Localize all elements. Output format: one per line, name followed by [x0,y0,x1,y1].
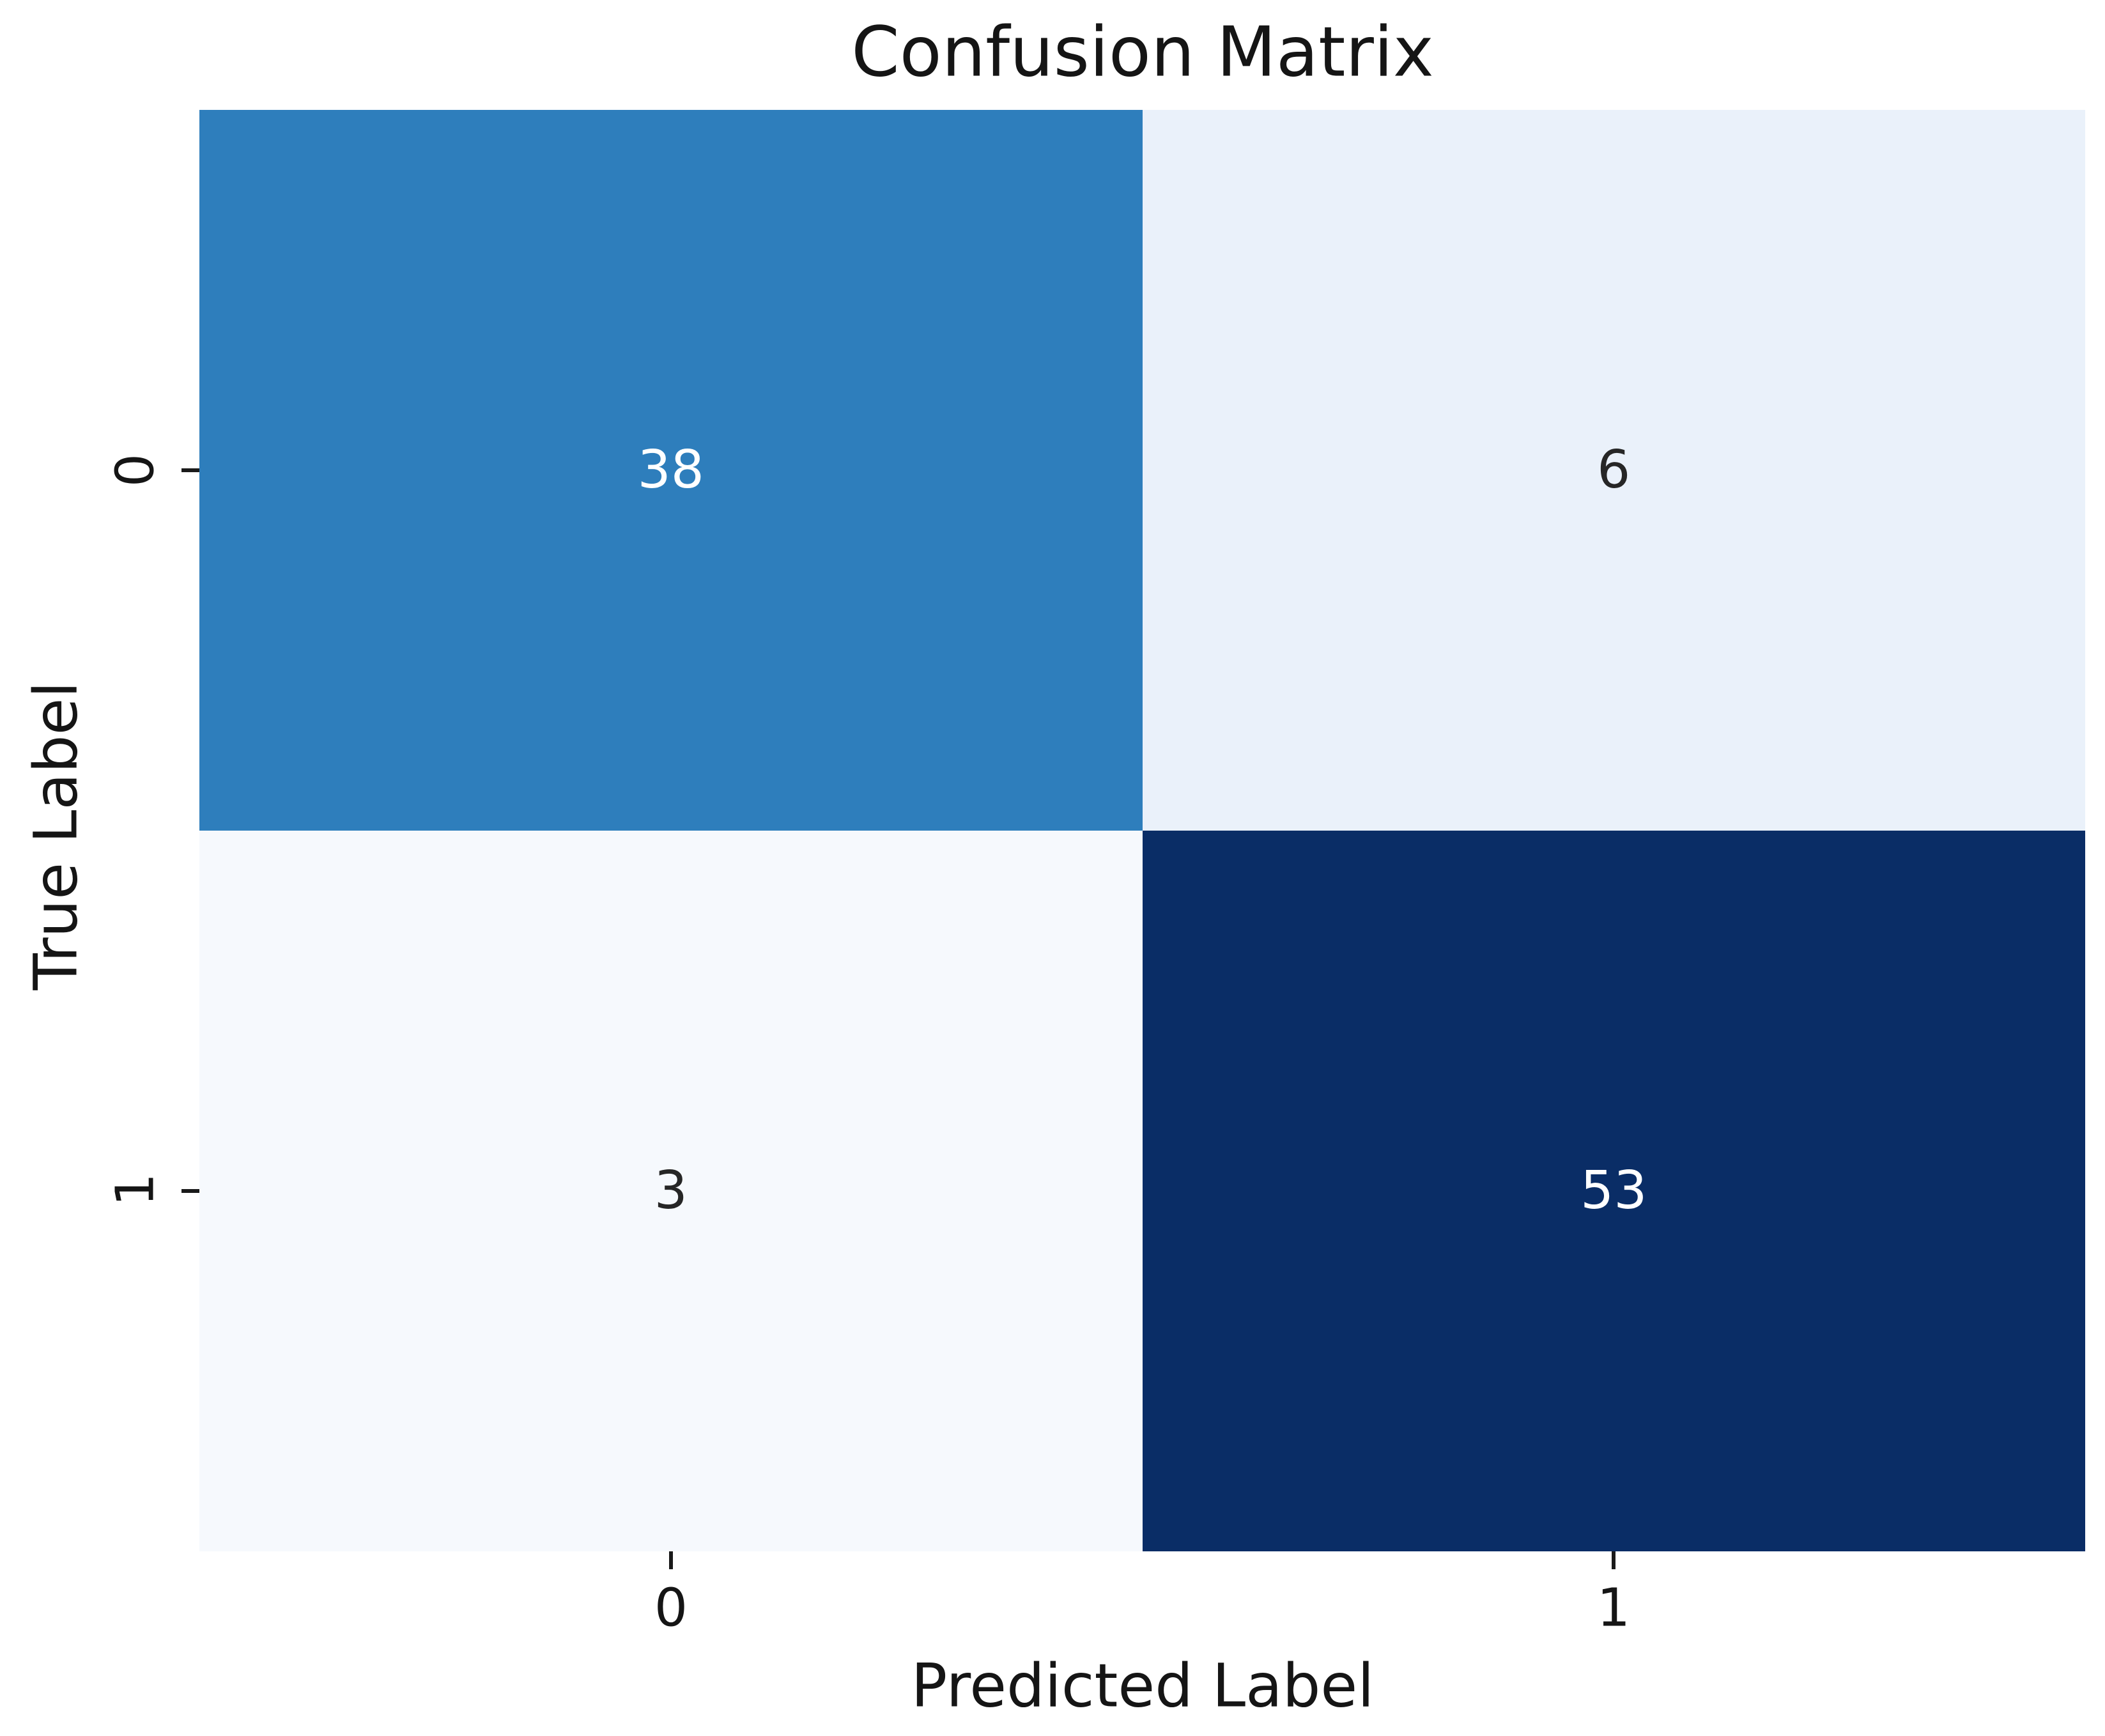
cell-value-true1-pred1: 53 [1580,1160,1647,1221]
y-tick-mark-1 [181,1189,199,1193]
x-tick-mark-0 [669,1551,673,1569]
heatmap-grid: 38 6 3 53 [199,110,2085,1551]
matrix-cell-true0-pred1: 6 [1142,110,2085,831]
x-tick-label-0: 0 [654,1578,688,1639]
x-tick-mark-1 [1612,1551,1615,1569]
y-tick-label-0: 0 [105,453,166,488]
cell-value-true0-pred1: 6 [1597,440,1631,500]
x-axis-label: Predicted Label [911,1651,1375,1721]
cell-value-true0-pred0: 38 [637,440,704,500]
matrix-cell-true1-pred0: 3 [199,831,1143,1551]
y-tick-label-1: 1 [105,1172,166,1207]
y-tick-mark-0 [181,468,199,472]
chart-title: Confusion Matrix [851,12,1434,93]
matrix-cell-true0-pred0: 38 [199,110,1143,831]
matrix-cell-true1-pred1: 53 [1142,831,2085,1551]
cell-value-true1-pred0: 3 [654,1160,688,1221]
x-tick-label-1: 1 [1596,1578,1631,1639]
y-axis-label: True Label [21,681,91,990]
